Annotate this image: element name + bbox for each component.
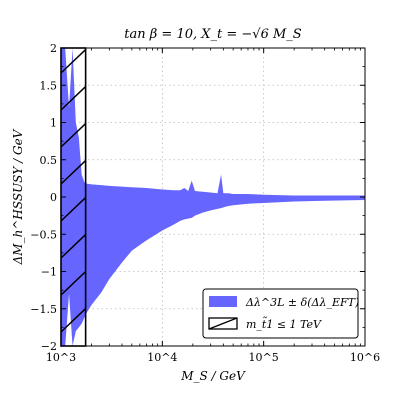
y-tick-label: −1 <box>41 266 57 279</box>
legend-band-swatch <box>209 296 237 307</box>
x-tick-label: 10^5 <box>249 351 279 364</box>
y-tick-labels: −2 −1.5 −1 −0.5 0 0.5 1 1.5 2 <box>30 42 57 353</box>
hatch-line <box>60 123 87 148</box>
hatch-line <box>60 160 87 185</box>
y-axis-label: ΔM_h^HSSUSY / GeV <box>11 128 25 265</box>
legend-hatch-swatch <box>208 317 238 330</box>
x-tick-label: 10^3 <box>46 351 76 364</box>
hatch-line <box>60 271 87 296</box>
plot-frame <box>60 47 366 347</box>
y-tick-label: 0.5 <box>40 154 58 167</box>
hatch-line <box>60 86 87 111</box>
y-tick-label: 0 <box>50 191 57 204</box>
hatch-line <box>60 308 87 333</box>
legend-band-label: Δλ^3L ± δ(Δλ_EFT) <box>245 296 359 309</box>
hatch-line <box>60 234 87 259</box>
x-tick-label: 10^4 <box>147 351 177 364</box>
hatch-line <box>60 197 87 222</box>
hatch-line <box>60 49 87 74</box>
x-axis-label: M_S / GeV <box>180 369 246 383</box>
y-tick-label: 1 <box>50 117 57 130</box>
legend: Δλ^3L ± δ(Δλ_EFT) m_t̃1 ≤ 1 TeV <box>202 288 359 339</box>
band-layer <box>61 48 365 346</box>
legend-box <box>202 288 359 339</box>
x-tick-labels: 10^3 10^4 10^5 10^6 <box>46 351 380 364</box>
y-tick-label: 1.5 <box>40 79 58 92</box>
legend-hatch-label: m_t̃1 ≤ 1 TeV <box>246 317 322 331</box>
y-tick-label: −2 <box>41 340 57 353</box>
uncertainty-band <box>61 48 365 346</box>
y-tick-label: −0.5 <box>30 228 57 241</box>
y-tick-label: 2 <box>50 42 57 55</box>
x-tick-label: 10^6 <box>350 351 380 364</box>
chart-title: tan β = 10, X_t = −√6 M_S <box>124 27 301 42</box>
y-tick-label: −1.5 <box>30 303 57 316</box>
